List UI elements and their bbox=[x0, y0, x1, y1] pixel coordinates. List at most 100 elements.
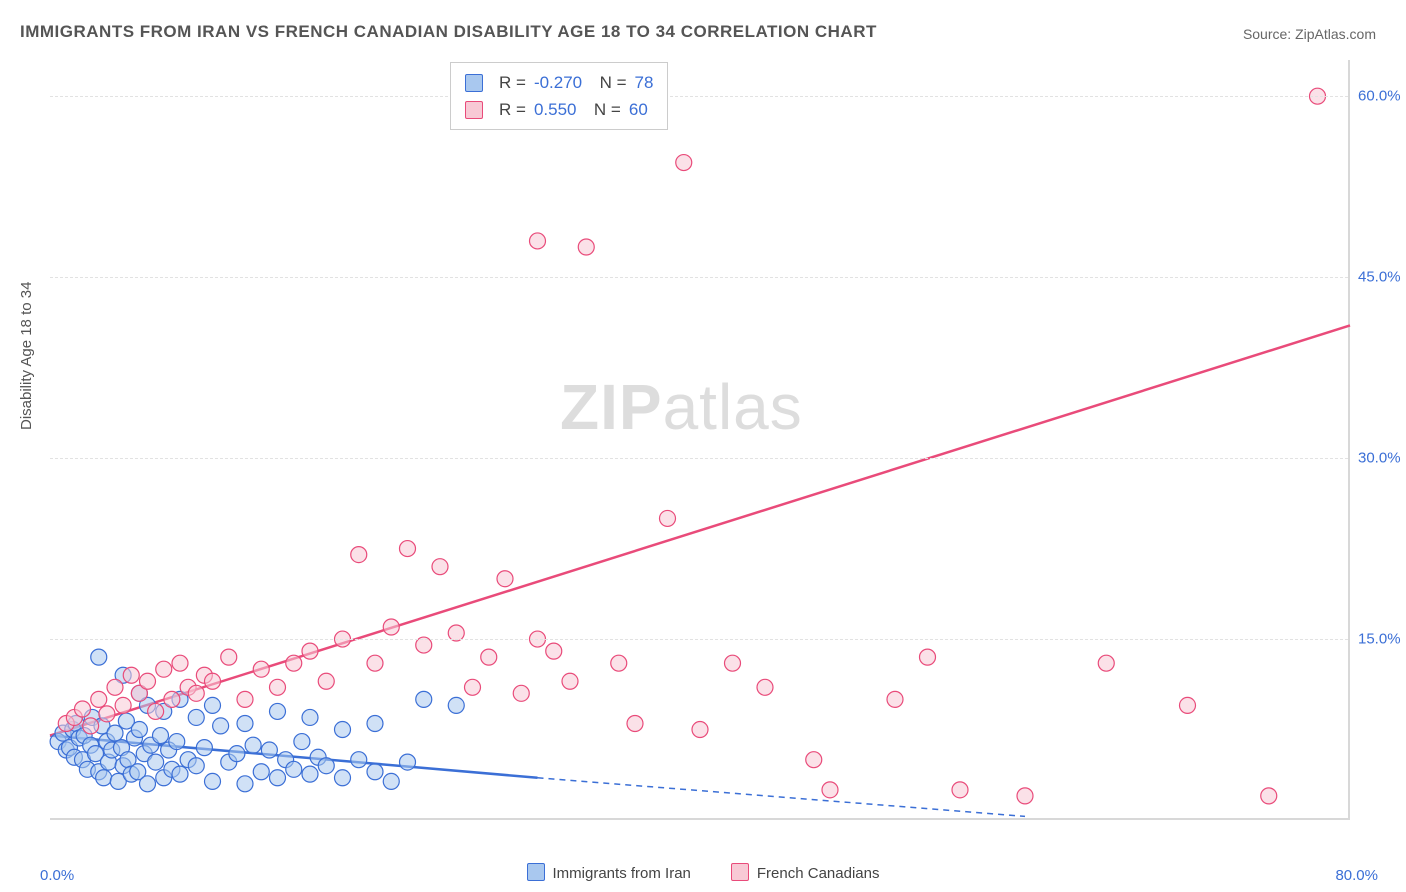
data-point bbox=[120, 752, 136, 768]
r-value-2: 0.550 bbox=[534, 96, 577, 123]
data-point bbox=[172, 691, 188, 707]
data-point bbox=[161, 742, 177, 758]
x-legend-item-2: French Canadians bbox=[731, 863, 880, 882]
y-tick-label: 15.0% bbox=[1358, 631, 1406, 648]
data-point bbox=[115, 697, 131, 713]
data-point bbox=[130, 764, 146, 780]
data-point bbox=[104, 742, 120, 758]
plot-svg bbox=[50, 60, 1348, 818]
data-point bbox=[302, 766, 318, 782]
data-point bbox=[164, 761, 180, 777]
data-point bbox=[578, 239, 594, 255]
data-point bbox=[148, 703, 164, 719]
data-point bbox=[75, 701, 91, 717]
data-point bbox=[294, 734, 310, 750]
data-point bbox=[822, 782, 838, 798]
data-point bbox=[110, 773, 126, 789]
data-point bbox=[118, 713, 134, 729]
data-point bbox=[114, 740, 130, 756]
data-point bbox=[1017, 788, 1033, 804]
data-point bbox=[55, 725, 71, 741]
data-point bbox=[99, 706, 115, 722]
data-point bbox=[302, 709, 318, 725]
data-point bbox=[136, 746, 152, 762]
data-point bbox=[62, 740, 78, 756]
data-point bbox=[270, 679, 286, 695]
data-point bbox=[75, 752, 91, 768]
data-point bbox=[131, 685, 147, 701]
data-point bbox=[66, 709, 82, 725]
data-point bbox=[465, 679, 481, 695]
trend-line-dashed bbox=[538, 778, 1026, 817]
data-point bbox=[148, 754, 164, 770]
data-point bbox=[432, 559, 448, 575]
data-point bbox=[286, 761, 302, 777]
data-point bbox=[76, 728, 92, 744]
data-point bbox=[96, 770, 112, 786]
data-point bbox=[237, 691, 253, 707]
n-value-2: 60 bbox=[629, 96, 648, 123]
data-point bbox=[123, 667, 139, 683]
y-axis-label: Disability Age 18 to 34 bbox=[18, 282, 35, 430]
data-point bbox=[806, 752, 822, 768]
data-point bbox=[887, 691, 903, 707]
x-legend-label-1: Immigrants from Iran bbox=[553, 865, 691, 882]
data-point bbox=[140, 776, 156, 792]
data-point bbox=[530, 233, 546, 249]
data-point bbox=[84, 709, 100, 725]
data-point bbox=[278, 752, 294, 768]
data-point bbox=[205, 673, 221, 689]
data-point bbox=[383, 619, 399, 635]
data-point bbox=[156, 703, 172, 719]
data-point bbox=[245, 737, 261, 753]
data-point bbox=[229, 746, 245, 762]
data-point bbox=[237, 776, 253, 792]
trend-line bbox=[50, 325, 1350, 735]
data-point bbox=[416, 691, 432, 707]
data-point bbox=[213, 718, 229, 734]
data-point bbox=[50, 734, 66, 750]
data-point bbox=[91, 649, 107, 665]
data-point bbox=[611, 655, 627, 671]
data-point bbox=[270, 703, 286, 719]
data-point bbox=[286, 655, 302, 671]
data-point bbox=[58, 715, 74, 731]
data-point bbox=[367, 715, 383, 731]
data-point bbox=[180, 679, 196, 695]
data-point bbox=[205, 697, 221, 713]
data-point bbox=[153, 728, 169, 744]
data-point bbox=[367, 764, 383, 780]
data-point bbox=[253, 661, 269, 677]
data-point bbox=[318, 673, 334, 689]
n-value-1: 78 bbox=[635, 69, 654, 96]
chart-title: IMMIGRANTS FROM IRAN VS FRENCH CANADIAN … bbox=[20, 22, 877, 42]
data-point bbox=[221, 649, 237, 665]
stats-legend-box: R = -0.270 N = 78 R = 0.550 N = 60 bbox=[450, 62, 668, 130]
data-point bbox=[127, 730, 143, 746]
data-point bbox=[400, 754, 416, 770]
data-point bbox=[156, 661, 172, 677]
data-point bbox=[65, 722, 81, 738]
gridline bbox=[50, 96, 1348, 97]
x-legend-label-2: French Canadians bbox=[757, 865, 880, 882]
stats-row-1: R = -0.270 N = 78 bbox=[465, 69, 653, 96]
data-point bbox=[221, 754, 237, 770]
data-point bbox=[66, 749, 82, 765]
data-point bbox=[143, 737, 159, 753]
data-point bbox=[952, 782, 968, 798]
data-point bbox=[351, 547, 367, 563]
x-legend: Immigrants from Iran French Canadians bbox=[0, 863, 1406, 882]
swatch-blue-icon bbox=[527, 863, 545, 881]
data-point bbox=[180, 752, 196, 768]
data-point bbox=[131, 722, 147, 738]
y-tick-label: 60.0% bbox=[1358, 88, 1406, 105]
data-point bbox=[140, 673, 156, 689]
swatch-pink bbox=[465, 101, 483, 119]
data-point bbox=[725, 655, 741, 671]
data-point bbox=[367, 655, 383, 671]
data-point bbox=[383, 773, 399, 789]
data-point bbox=[156, 770, 172, 786]
data-point bbox=[107, 679, 123, 695]
data-point bbox=[562, 673, 578, 689]
data-point bbox=[237, 715, 253, 731]
